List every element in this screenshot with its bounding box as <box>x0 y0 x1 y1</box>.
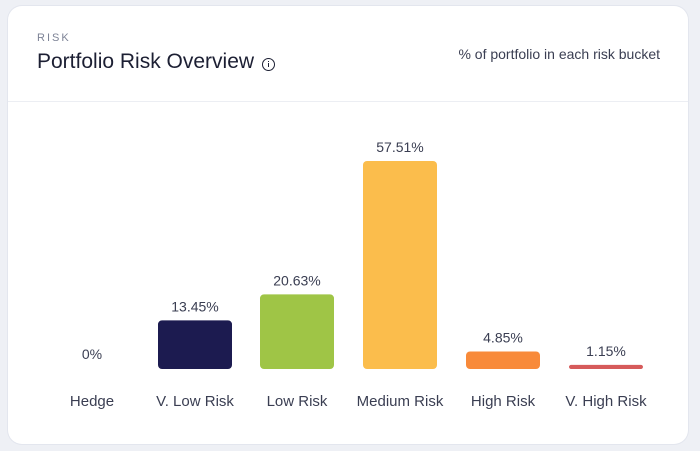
section-eyebrow: RISK <box>37 32 71 44</box>
category-label: High Risk <box>471 393 536 410</box>
chart-subtitle: % of portfolio in each risk bucket <box>458 46 660 62</box>
bar-high-risk[interactable] <box>466 351 540 369</box>
bar-low-risk[interactable] <box>260 294 334 369</box>
page-title: Portfolio Risk Overview <box>37 50 255 73</box>
risk-card: RISK Portfolio Risk Overview % of portfo… <box>8 6 688 444</box>
category-label: V. Low Risk <box>156 393 234 410</box>
bar-value-label: 0% <box>82 346 102 362</box>
info-icon[interactable] <box>262 57 276 71</box>
category-label: Hedge <box>70 393 114 410</box>
bar-value-label: 4.85% <box>483 329 523 345</box>
bar-value-label: 20.63% <box>273 272 320 288</box>
bar-v-high-risk[interactable] <box>569 364 643 369</box>
bar-value-label: 13.45% <box>171 298 218 314</box>
bar-value-label: 1.15% <box>586 343 626 359</box>
category-label: Medium Risk <box>357 393 444 410</box>
bar-value-label: 57.51% <box>376 139 423 155</box>
title-row: Portfolio Risk Overview <box>37 50 276 74</box>
card-header: RISK Portfolio Risk Overview % of portfo… <box>8 6 688 102</box>
bar-medium-risk[interactable] <box>363 161 437 369</box>
category-label: Low Risk <box>267 393 328 410</box>
category-label: V. High Risk <box>565 393 647 410</box>
bar-v-low-risk[interactable] <box>158 320 232 369</box>
